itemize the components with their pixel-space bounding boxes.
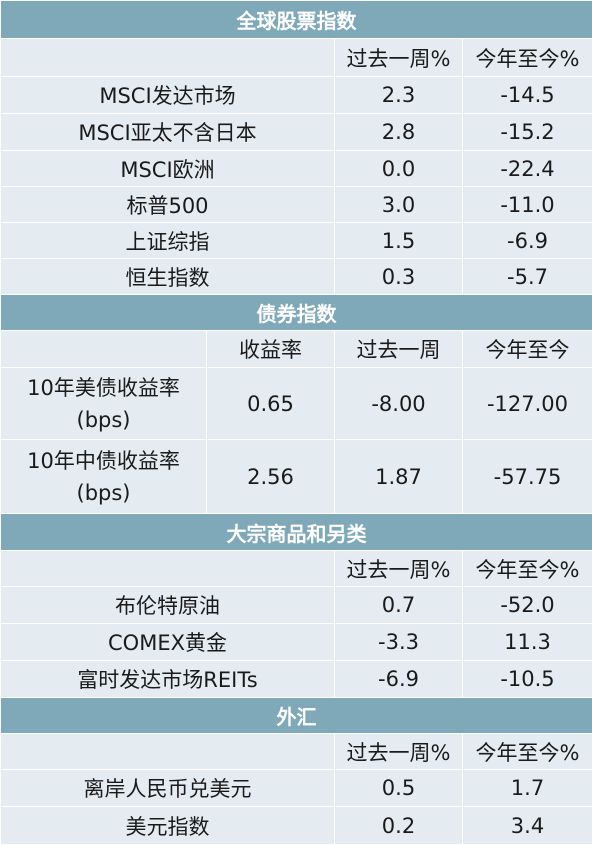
row-name: MSCI欧洲	[0, 150, 335, 187]
col-header-week: 过去一周%	[334, 38, 463, 77]
header-blank	[0, 550, 335, 587]
col-header-yield: 收益率	[206, 330, 335, 368]
row-name: 布伦特原油	[0, 586, 335, 624]
row-yield: 0.65	[206, 367, 335, 440]
row-week: 0.2	[334, 806, 463, 845]
row-week: -3.3	[334, 623, 463, 661]
row-name-line1: 10年美债收益率	[27, 375, 180, 400]
section-title-commodity: 大宗商品和另类	[0, 513, 592, 551]
col-header-week: 过去一周	[334, 330, 463, 368]
col-header-ytd: 今年至今	[462, 330, 592, 368]
row-week: 1.87	[334, 439, 463, 514]
col-header-week: 过去一周%	[334, 733, 463, 770]
section-title-bond: 债券指数	[0, 294, 592, 331]
section-title-fx: 外汇	[0, 697, 592, 734]
row-name: 美元指数	[0, 806, 335, 845]
row-week: 3.0	[334, 186, 463, 223]
header-blank	[0, 38, 335, 77]
row-week: -6.9	[334, 660, 463, 698]
row-week: 2.8	[334, 113, 463, 151]
row-ytd: -11.0	[462, 186, 592, 223]
section-title-equity: 全球股票指数	[0, 0, 592, 39]
row-name: 恒生指数	[0, 258, 335, 295]
row-week: 0.5	[334, 769, 463, 807]
row-name: MSCI亚太不含日本	[0, 113, 335, 151]
row-ytd: 11.3	[462, 623, 592, 661]
row-week: 2.3	[334, 76, 463, 114]
row-ytd: 3.4	[462, 806, 592, 845]
row-week: 0.7	[334, 586, 463, 624]
row-ytd: -6.9	[462, 222, 592, 259]
header-blank	[0, 330, 207, 368]
row-name: 标普500	[0, 186, 335, 223]
row-name: MSCI发达市场	[0, 76, 335, 114]
row-name: 10年中债收益率 (bps)	[0, 439, 207, 514]
row-ytd: -5.7	[462, 258, 592, 295]
row-name: COMEX黄金	[0, 623, 335, 661]
row-ytd: -14.5	[462, 76, 592, 114]
row-name-line1: 10年中债收益率	[27, 448, 180, 473]
col-header-week: 过去一周%	[334, 550, 463, 587]
row-name: 10年美债收益率 (bps)	[0, 367, 207, 440]
row-ytd: -127.00	[462, 367, 592, 440]
row-ytd: -22.4	[462, 150, 592, 187]
row-name-line2: (bps)	[76, 480, 131, 505]
col-header-ytd: 今年至今%	[462, 38, 592, 77]
row-week: -8.00	[334, 367, 463, 440]
row-week: 0.3	[334, 258, 463, 295]
row-name: 离岸人民币兑美元	[0, 769, 335, 807]
row-ytd: -57.75	[462, 439, 592, 514]
row-name: 富时发达市场REITs	[0, 660, 335, 698]
row-ytd: 1.7	[462, 769, 592, 807]
row-name: 上证综指	[0, 222, 335, 259]
row-yield: 2.56	[206, 439, 335, 514]
row-ytd: -52.0	[462, 586, 592, 624]
row-ytd: -15.2	[462, 113, 592, 151]
header-blank	[0, 733, 335, 770]
row-name-line2: (bps)	[76, 407, 131, 432]
row-ytd: -10.5	[462, 660, 592, 698]
col-header-ytd: 今年至今%	[462, 733, 592, 770]
col-header-ytd: 今年至今%	[462, 550, 592, 587]
row-week: 1.5	[334, 222, 463, 259]
row-week: 0.0	[334, 150, 463, 187]
